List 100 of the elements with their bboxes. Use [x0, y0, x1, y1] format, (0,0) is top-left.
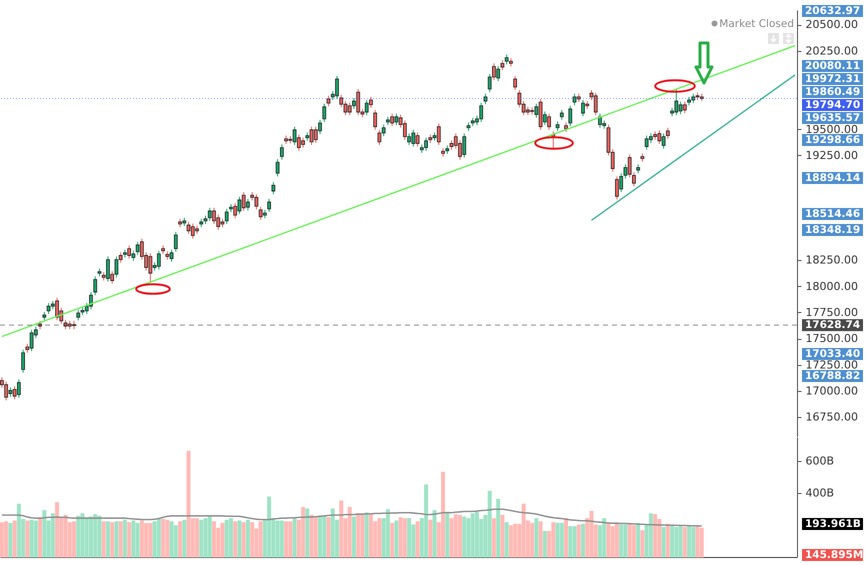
- candlestick: [156, 250, 161, 270]
- candlestick: [46, 302, 50, 315]
- candlestick: [326, 95, 330, 107]
- candlestick: [564, 122, 568, 132]
- bar: [80, 513, 84, 558]
- bar: [148, 522, 152, 558]
- bar: [602, 518, 606, 558]
- bar: [416, 521, 420, 558]
- bar: [118, 521, 123, 558]
- text: 20632.97: [805, 5, 860, 17]
- candlestick: [267, 198, 272, 212]
- bar: [93, 514, 98, 558]
- bar: [636, 522, 640, 558]
- bar: [445, 512, 450, 558]
- bar: [301, 506, 306, 558]
- bar: [662, 526, 666, 558]
- candlestick: [666, 127, 670, 140]
- bar: [390, 522, 394, 558]
- bar: [581, 524, 585, 558]
- bar: [551, 522, 556, 558]
- candlestick: [462, 132, 466, 158]
- candlestick: [411, 129, 416, 148]
- bar: [674, 526, 678, 558]
- bar: [560, 522, 564, 558]
- candlestick: [254, 194, 258, 210]
- bar: [224, 520, 229, 558]
- bar: [242, 522, 246, 558]
- bar: [89, 516, 93, 558]
- candlestick: [4, 381, 8, 401]
- bar: [250, 522, 254, 558]
- candlestick: [170, 249, 174, 262]
- text: 17033.40: [805, 348, 860, 360]
- bar: [110, 522, 114, 558]
- bar: [72, 521, 76, 558]
- text: 145.895M: [805, 549, 864, 561]
- bar: [305, 508, 310, 558]
- bar: [441, 472, 446, 558]
- candlestick: [615, 176, 619, 200]
- candlestick: [276, 158, 280, 177]
- text: 18894.14: [805, 172, 860, 184]
- candlestick: [246, 198, 250, 211]
- bar: [352, 516, 356, 558]
- bar: [30, 520, 34, 558]
- bar: [204, 518, 208, 558]
- candlestick: [89, 292, 93, 310]
- bar: [310, 514, 314, 558]
- line-series: [1, 508, 702, 527]
- bar: [156, 518, 161, 558]
- bar: [16, 504, 21, 558]
- bar: [623, 524, 628, 558]
- bar: [513, 524, 518, 558]
- bar: [8, 522, 12, 558]
- bar: [267, 496, 272, 558]
- bar: [127, 522, 132, 558]
- candlestick: [394, 113, 398, 126]
- candlestick: [619, 172, 624, 193]
- bar: [237, 520, 242, 558]
- candlestick: [106, 256, 110, 282]
- bar: [614, 524, 619, 558]
- bar: [606, 522, 610, 558]
- candlestick: [572, 93, 576, 106]
- candlestick: [258, 206, 263, 220]
- candlestick: [628, 154, 632, 178]
- bar: [322, 516, 326, 558]
- bar: [186, 450, 191, 558]
- text: 19298.66: [805, 134, 860, 146]
- bar: [632, 525, 636, 558]
- candlestick: [390, 113, 394, 127]
- bar: [538, 521, 543, 558]
- candlestick: [93, 276, 98, 296]
- bar: [55, 502, 60, 558]
- candlestick: [450, 140, 454, 150]
- candlestick: [513, 75, 518, 91]
- candlestick: [424, 137, 428, 152]
- bar: [691, 526, 696, 558]
- y-tick-label: 17250.00: [806, 358, 858, 372]
- candlestick: [344, 100, 348, 116]
- bar: [368, 514, 373, 558]
- candlestick: [216, 214, 220, 230]
- y-tick-label: 17000.00: [806, 384, 858, 398]
- bar: [161, 518, 166, 558]
- y-tick-label: 19500.00: [806, 122, 858, 136]
- candlestick: [657, 130, 662, 144]
- bar: [106, 521, 110, 558]
- candlestick: [233, 202, 238, 219]
- candlestick: [310, 126, 314, 146]
- text: 193.961B: [805, 518, 861, 530]
- candlestick: [174, 231, 178, 252]
- bar: [42, 510, 46, 558]
- candlestick: [21, 349, 25, 374]
- candlestick: [271, 182, 276, 195]
- bar: [610, 526, 615, 558]
- bar: [640, 530, 644, 558]
- bar: [102, 521, 106, 558]
- bar: [428, 520, 432, 558]
- candlestick: [314, 126, 318, 144]
- candlestick: [12, 386, 17, 400]
- bar: [152, 521, 157, 558]
- candlestick: [560, 109, 564, 120]
- y-tick-label: 400B: [806, 486, 834, 500]
